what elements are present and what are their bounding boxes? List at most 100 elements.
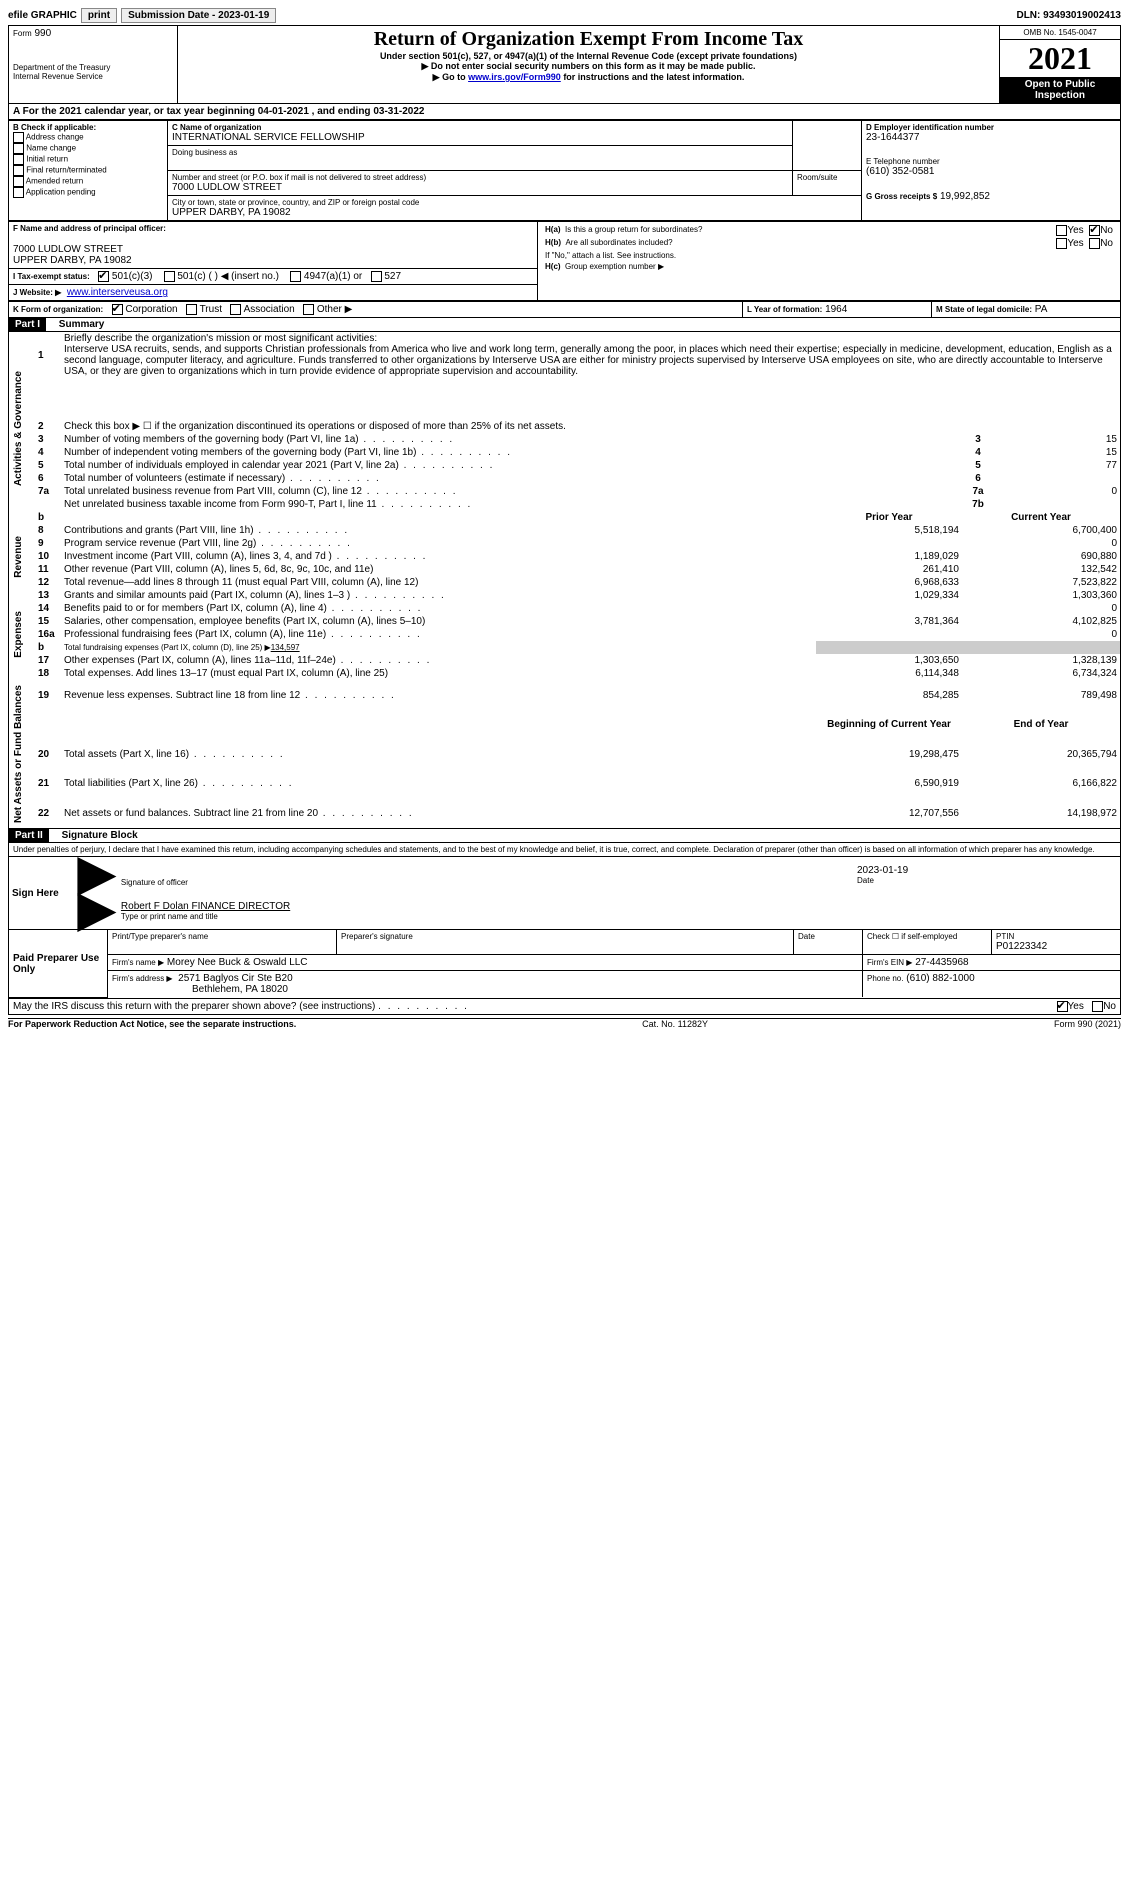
- tax-year: 2021: [1000, 40, 1120, 77]
- 501c3-checkbox[interactable]: [98, 271, 109, 282]
- part2-container: Part II Signature Block Under penalties …: [8, 829, 1121, 1015]
- final-return-checkbox[interactable]: [13, 165, 24, 176]
- city-value: UPPER DARBY, PA 19082: [172, 207, 857, 218]
- 4947-checkbox[interactable]: [290, 271, 301, 282]
- sig-officer-label: Signature of officer: [121, 878, 851, 887]
- l20-label: Total assets (Part X, line 16): [64, 749, 189, 760]
- col-prior: Prior Year: [816, 511, 962, 524]
- corp-label: Corporation: [125, 304, 177, 315]
- l10-label: Investment income (Part VIII, column (A)…: [64, 551, 332, 562]
- p12: 6,968,633: [816, 576, 962, 589]
- p10: 1,189,029: [816, 550, 962, 563]
- hb-no-checkbox[interactable]: [1089, 238, 1100, 249]
- ha-yes-checkbox[interactable]: [1056, 225, 1067, 236]
- org-name: INTERNATIONAL SERVICE FELLOWSHIP: [172, 132, 788, 143]
- name-change-checkbox[interactable]: [13, 143, 24, 154]
- p15: 3,781,364: [816, 615, 962, 628]
- other-label: Other ▶: [317, 304, 352, 315]
- l16a-label: Professional fundraising fees (Part IX, …: [64, 629, 326, 640]
- date-label: Date: [857, 876, 1117, 885]
- l18-label: Total expenses. Add lines 13–17 (must eq…: [61, 667, 816, 680]
- side-revenue: Revenue: [12, 532, 25, 582]
- dba-label: Doing business as: [172, 148, 788, 157]
- discuss-no-label: No: [1103, 1001, 1116, 1012]
- footer-right: Form 990 (2021): [1054, 1019, 1121, 1029]
- c20: 20,365,794: [962, 739, 1120, 769]
- initial-return-checkbox[interactable]: [13, 154, 24, 165]
- part1-container: Part I Summary Activities & Governance 1…: [8, 318, 1121, 829]
- l1-text: Interserve USA recruits, sends, and supp…: [64, 344, 1112, 377]
- amended-return-label: Amended return: [26, 177, 83, 186]
- addr-change-checkbox[interactable]: [13, 132, 24, 143]
- ptin-value: P01223342: [996, 941, 1116, 952]
- app-pending-checkbox[interactable]: [13, 187, 24, 198]
- bcdeg-block: B Check if applicable: Address change Na…: [8, 120, 1121, 221]
- l4-label: Number of independent voting members of …: [64, 447, 416, 458]
- sign-here-table: Sign Here ▶ Signature of officer 2023-01…: [9, 856, 1120, 929]
- print-button[interactable]: print: [81, 8, 117, 23]
- part1-table: Activities & Governance 1 Briefly descri…: [9, 331, 1120, 828]
- form-label: Form: [13, 29, 32, 38]
- c12: 7,523,822: [962, 576, 1120, 589]
- corp-checkbox[interactable]: [112, 304, 123, 315]
- fhij-block: F Name and address of principal officer:…: [8, 221, 1121, 301]
- l14-label: Benefits paid to or for members (Part IX…: [64, 603, 327, 614]
- prep-name-label: Print/Type preparer's name: [112, 932, 332, 941]
- sig-date: 2023-01-19: [857, 865, 1117, 876]
- discuss-no-checkbox[interactable]: [1092, 1001, 1103, 1012]
- initial-return-label: Initial return: [26, 155, 68, 164]
- l21-label: Total liabilities (Part X, line 26): [64, 778, 198, 789]
- firm-ein-label: Firm's EIN ▶: [867, 958, 912, 967]
- box-f-label: F Name and address of principal officer:: [13, 224, 533, 233]
- goto-link[interactable]: www.irs.gov/Form990: [468, 72, 561, 82]
- trust-checkbox[interactable]: [186, 304, 197, 315]
- hb-note: If "No," attach a list. See instructions…: [542, 250, 1116, 261]
- col-end: End of Year: [962, 710, 1120, 740]
- p19: 854,285: [816, 680, 962, 710]
- amended-return-checkbox[interactable]: [13, 176, 24, 187]
- box-i-label: I Tax-exempt status:: [13, 272, 90, 281]
- 527-checkbox[interactable]: [371, 271, 382, 282]
- section-text: Under section 501(c), 527, or 4947(a)(1)…: [182, 51, 995, 61]
- p13: 1,029,334: [816, 589, 962, 602]
- footer-mid: Cat. No. 11282Y: [642, 1019, 708, 1029]
- l5-label: Total number of individuals employed in …: [64, 460, 399, 471]
- l11-label: Other revenue (Part VIII, column (A), li…: [64, 564, 373, 575]
- c10: 690,880: [962, 550, 1120, 563]
- p9: [816, 537, 962, 550]
- assoc-checkbox[interactable]: [230, 304, 241, 315]
- c15: 4,102,825: [962, 615, 1120, 628]
- c16a: 0: [962, 628, 1120, 641]
- l5-value: 77: [994, 459, 1120, 472]
- other-checkbox[interactable]: [303, 304, 314, 315]
- footer: For Paperwork Reduction Act Notice, see …: [8, 1018, 1121, 1029]
- l19-label: Revenue less expenses. Subtract line 18 …: [64, 690, 300, 701]
- topbar: efile GRAPHIC print Submission Date - 20…: [8, 8, 1121, 23]
- box-c-name-label: C Name of organization: [172, 123, 788, 132]
- website-link[interactable]: www.interserveusa.org: [67, 287, 168, 298]
- l13-label: Grants and similar amounts paid (Part IX…: [64, 590, 350, 601]
- l22-label: Net assets or fund balances. Subtract li…: [64, 808, 318, 819]
- assoc-label: Association: [244, 304, 295, 315]
- 527-label: 527: [384, 271, 401, 282]
- 501c-checkbox[interactable]: [164, 271, 175, 282]
- 4947-label: 4947(a)(1) or: [304, 271, 362, 282]
- sign-here-label: Sign Here: [9, 857, 75, 930]
- ha-no-label: No: [1100, 225, 1113, 236]
- c22: 14,198,972: [962, 799, 1120, 829]
- form-title: Return of Organization Exempt From Incom…: [182, 28, 995, 51]
- p14: [816, 602, 962, 615]
- goto-suffix: for instructions and the latest informat…: [563, 72, 744, 82]
- state-domicile: PA: [1035, 304, 1048, 315]
- discuss-yes-label: Yes: [1068, 1001, 1084, 1012]
- submission-date-button[interactable]: Submission Date - 2023-01-19: [121, 8, 276, 23]
- discuss-yes-checkbox[interactable]: [1057, 1001, 1068, 1012]
- firm-addr2: Bethlehem, PA 18020: [112, 984, 288, 995]
- hb-yes-checkbox[interactable]: [1056, 238, 1067, 249]
- p8: 5,518,194: [816, 524, 962, 537]
- ha-no-checkbox[interactable]: [1089, 225, 1100, 236]
- phone-label: Phone no.: [867, 974, 903, 983]
- sig-slash-icon-2: ▶: [78, 883, 115, 936]
- app-pending-label: Application pending: [26, 188, 96, 197]
- p22: 12,707,556: [816, 799, 962, 829]
